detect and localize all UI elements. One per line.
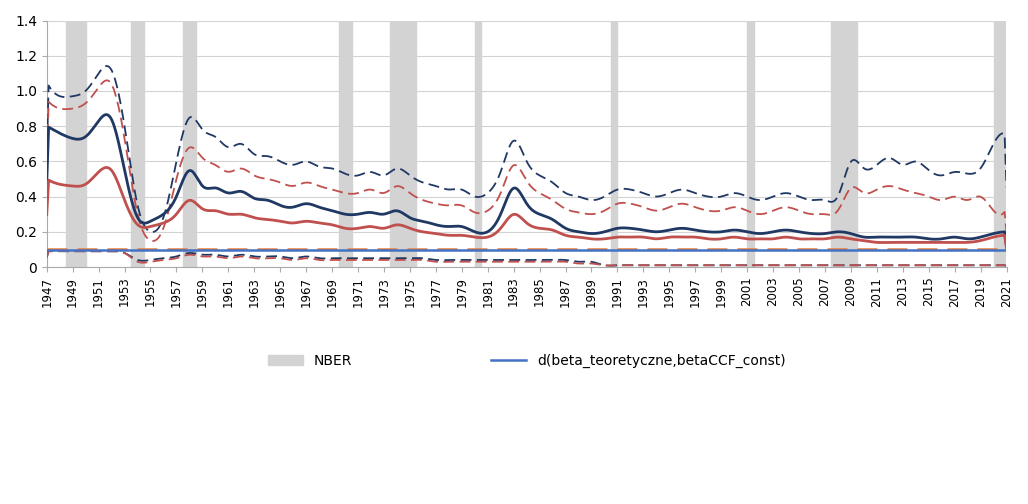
Bar: [66, 21, 85, 267]
Bar: [993, 21, 1009, 267]
Bar: [832, 21, 857, 267]
Bar: [747, 21, 754, 267]
Bar: [131, 21, 144, 267]
Bar: [611, 21, 618, 267]
Bar: [338, 21, 352, 267]
Bar: [183, 21, 196, 267]
Bar: [475, 21, 481, 267]
Bar: [391, 21, 416, 267]
Legend: NBER, d(beta_teoretyczne,betaCCF_const): NBER, d(beta_teoretyczne,betaCCF_const): [262, 348, 791, 373]
